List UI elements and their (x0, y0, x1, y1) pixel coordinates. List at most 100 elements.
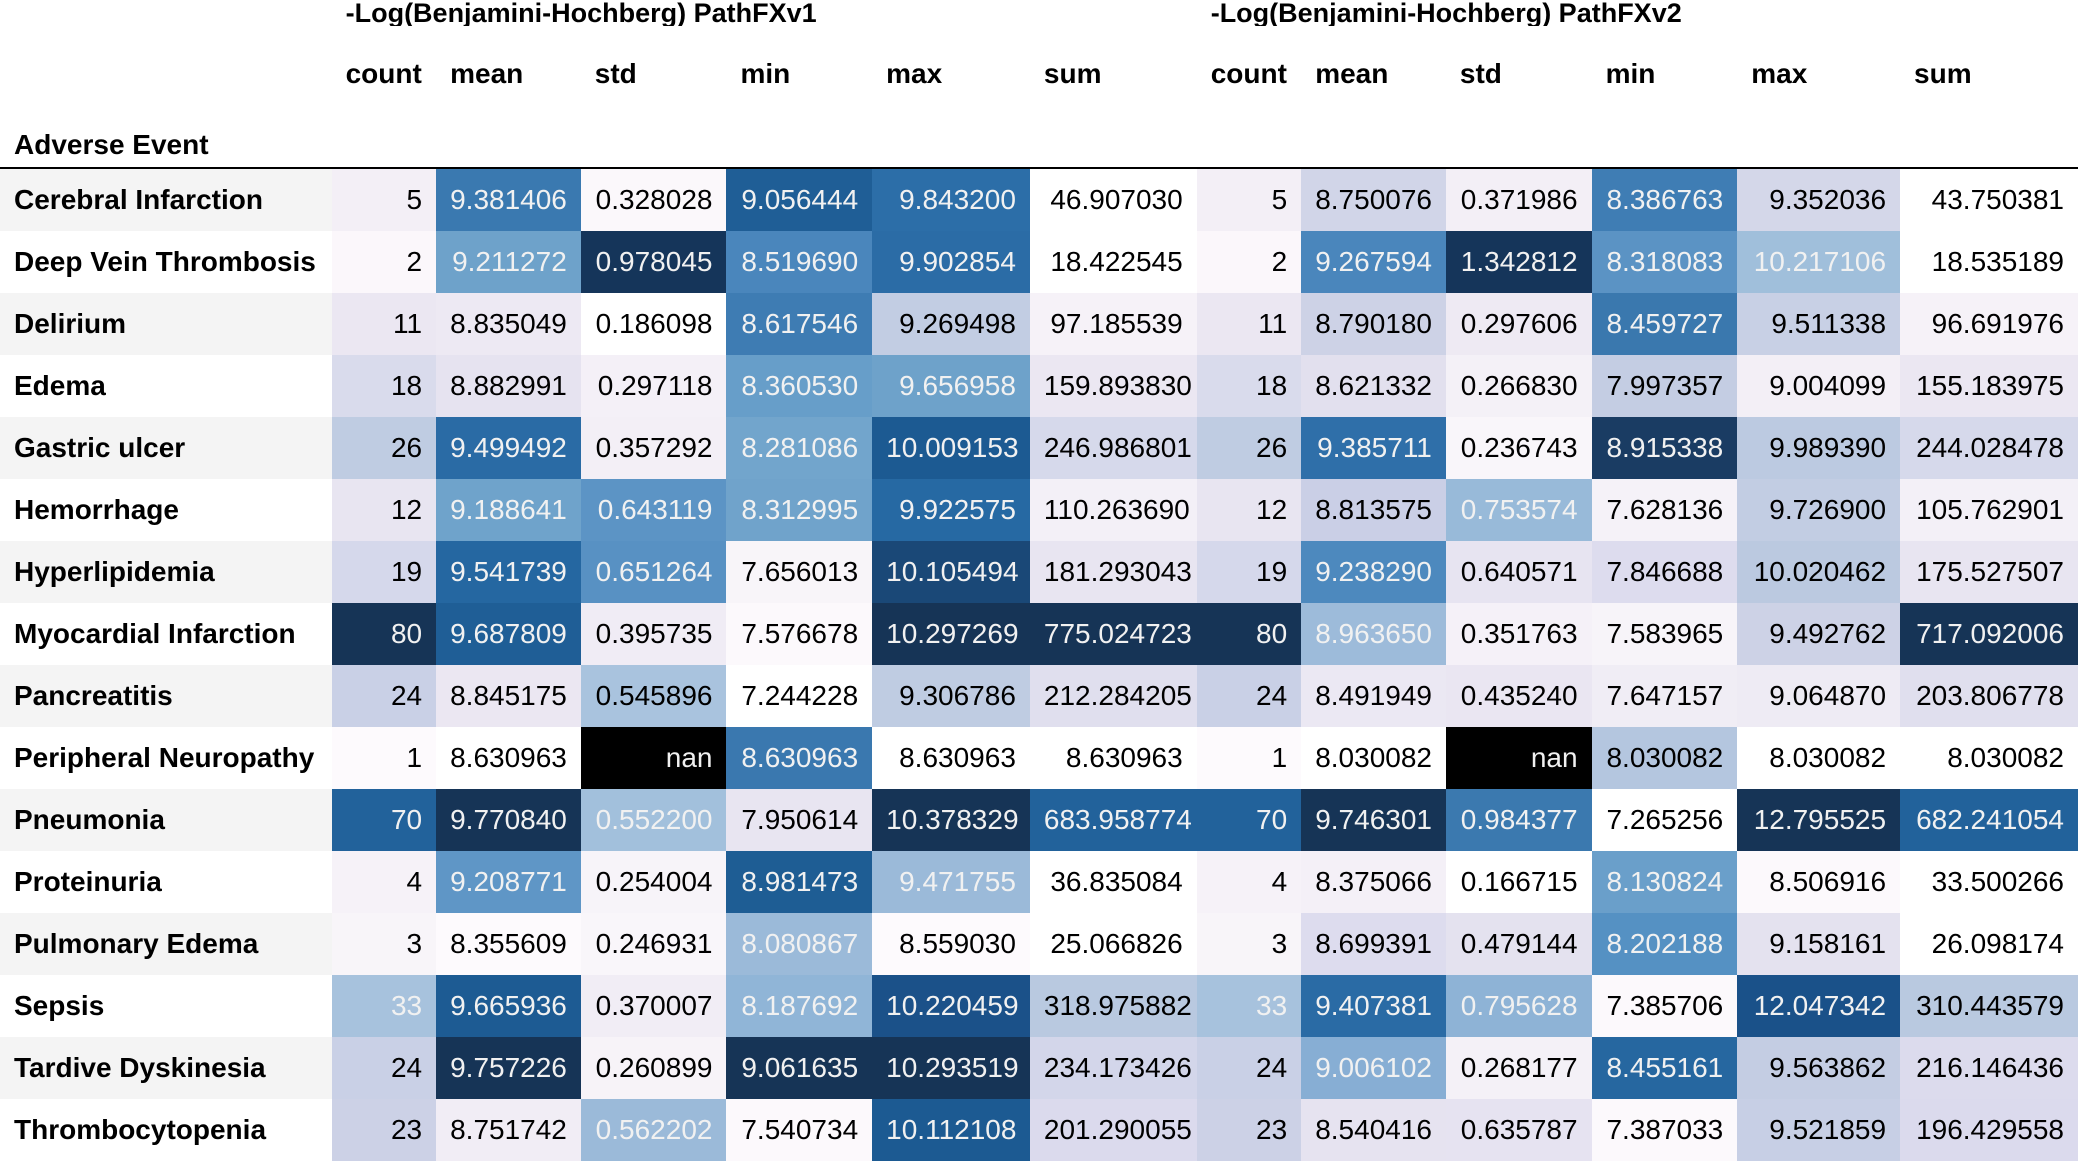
row-label: Thrombocytopenia (0, 1099, 332, 1161)
cell-v2-count: 18 (1196, 355, 1302, 417)
cell-v1-mean: 9.211272 (436, 231, 581, 293)
table-row: Proteinuria 4 9.208771 0.254004 8.981473 9.47… (0, 851, 2078, 913)
table-row: Pancreatitis 24 8.845175 0.545896 7.244228 9.… (0, 665, 2078, 727)
cell-v1-std: 0.186098 (580, 293, 727, 355)
cell-v1-std: 0.562202 (580, 1099, 727, 1161)
cell-v1-mean: 8.630963 (436, 727, 581, 789)
cell-v2-sum: 26.098174 (1900, 913, 2078, 975)
row-label: Tardive Dyskinesia (0, 1037, 332, 1099)
header-spacer (332, 122, 2078, 168)
cell-v1-min: 8.187692 (726, 975, 873, 1037)
row-label: Edema (0, 355, 332, 417)
cell-v1-mean: 9.757226 (436, 1037, 581, 1099)
cell-v2-min: 8.915338 (1591, 417, 1738, 479)
table-row: Cerebral Infarction 5 9.381406 0.328028 9.05… (0, 168, 2078, 231)
cell-v1-sum: 46.907030 (1029, 168, 1197, 231)
row-label: Pancreatitis (0, 665, 332, 727)
cell-v1-sum: 775.024723 (1029, 603, 1197, 665)
cell-v1-std: 0.651264 (580, 541, 727, 603)
cell-v1-max: 10.378329 (872, 789, 1030, 851)
table-row: Hyperlipidemia 19 9.541739 0.651264 7.656013… (0, 541, 2078, 603)
row-label: Hemorrhage (0, 479, 332, 541)
group-header-v2: -Log(Benjamini-Hochberg) PathFXv2 (1210, 0, 1682, 26)
cell-v1-std: 0.246931 (580, 913, 727, 975)
cell-v2-min: 7.846688 (1591, 541, 1738, 603)
cell-v1-count: 26 (331, 417, 437, 479)
cell-v2-sum: 43.750381 (1900, 168, 2078, 231)
cell-v2-count: 5 (1196, 168, 1302, 231)
cell-v2-min: 8.202188 (1591, 913, 1738, 975)
table-row: Deep Vein Thrombosis 2 9.211272 0.978045 8.5… (0, 231, 2078, 293)
cell-v2-count: 2 (1196, 231, 1302, 293)
cell-v2-max: 9.064870 (1737, 665, 1901, 727)
stat-header-v2-min: min (1605, 58, 1656, 89)
stat-header-v1-min: min (740, 58, 791, 89)
cell-v1-sum: 159.893830 (1029, 355, 1197, 417)
cell-v2-mean: 9.407381 (1301, 975, 1446, 1037)
cell-v2-max: 9.352036 (1737, 168, 1901, 231)
cell-v2-std: 0.635787 (1445, 1099, 1592, 1161)
cell-v2-sum: 216.146436 (1900, 1037, 2078, 1099)
cell-v2-mean: 8.375066 (1301, 851, 1446, 913)
cell-v2-count: 70 (1196, 789, 1302, 851)
cell-v1-max: 10.297269 (872, 603, 1030, 665)
cell-v1-mean: 9.381406 (436, 168, 581, 231)
cell-v1-count: 24 (331, 665, 437, 727)
cell-v2-max: 8.506916 (1737, 851, 1901, 913)
cell-v1-mean: 9.770840 (436, 789, 581, 851)
cell-v2-sum: 310.443579 (1900, 975, 2078, 1037)
cell-v2-sum: 196.429558 (1900, 1099, 2078, 1161)
cell-v1-max: 9.306786 (872, 665, 1030, 727)
cell-v2-min: 7.997357 (1591, 355, 1738, 417)
cell-v1-min: 9.061635 (726, 1037, 873, 1099)
cell-v2-mean: 8.963650 (1301, 603, 1446, 665)
index-header: Adverse Event (14, 128, 209, 160)
cell-v2-count: 12 (1196, 479, 1302, 541)
table-body: Cerebral Infarction 5 9.381406 0.328028 9.05… (0, 168, 2078, 1161)
cell-v2-count: 24 (1196, 665, 1302, 727)
row-label: Deep Vein Thrombosis (0, 231, 332, 293)
table-header: -Log(Benjamini-Hochberg) PathFXv1 -Log(B… (0, 0, 2078, 168)
cell-v2-sum: 96.691976 (1900, 293, 2078, 355)
cell-v1-std: 0.370007 (580, 975, 727, 1037)
cell-v2-min: 7.265256 (1591, 789, 1738, 851)
stat-header-v2-count: count (1210, 58, 1287, 89)
cell-v1-count: 4 (331, 851, 437, 913)
cell-v1-sum: 18.422545 (1029, 231, 1197, 293)
cell-v1-max: 8.630963 (872, 727, 1030, 789)
cell-v2-max: 9.726900 (1737, 479, 1901, 541)
cell-v1-mean: 9.687809 (436, 603, 581, 665)
cell-v2-count: 19 (1196, 541, 1302, 603)
cell-v2-count: 1 (1196, 727, 1302, 789)
row-label: Peripheral Neuropathy (0, 727, 332, 789)
cell-v2-count: 26 (1196, 417, 1302, 479)
cell-v2-max: 9.004099 (1737, 355, 1901, 417)
cell-v2-min: 7.385706 (1591, 975, 1738, 1037)
table-row: Gastric ulcer 26 9.499492 0.357292 8.281086 1… (0, 417, 2078, 479)
row-label: Pulmonary Edema (0, 913, 332, 975)
cell-v2-sum: 33.500266 (1900, 851, 2078, 913)
row-label: Pneumonia (0, 789, 332, 851)
cell-v1-min: 8.312995 (726, 479, 873, 541)
cell-v2-count: 11 (1196, 293, 1302, 355)
stat-header-v1-count: count (345, 58, 422, 89)
cell-v1-max: 9.902854 (872, 231, 1030, 293)
cell-v2-std: 0.297606 (1445, 293, 1592, 355)
cell-v2-sum: 155.183975 (1900, 355, 2078, 417)
cell-v2-sum: 682.241054 (1900, 789, 2078, 851)
cell-v2-std: 0.795628 (1445, 975, 1592, 1037)
stat-header-v2-mean: mean (1315, 58, 1389, 89)
cell-v1-mean: 9.541739 (436, 541, 581, 603)
cell-v1-min: 8.630963 (726, 727, 873, 789)
cell-v1-min: 8.981473 (726, 851, 873, 913)
cell-v2-min: 7.583965 (1591, 603, 1738, 665)
table-row: Pneumonia 70 9.770840 0.552200 7.950614 10.37… (0, 789, 2078, 851)
cell-v2-max: 12.795525 (1737, 789, 1901, 851)
cell-v2-max: 9.563862 (1737, 1037, 1901, 1099)
cell-v1-sum: 110.263690 (1029, 479, 1197, 541)
header-spacer (0, 0, 332, 26)
cell-v2-min: 7.647157 (1591, 665, 1738, 727)
cell-v1-sum: 683.958774 (1029, 789, 1197, 851)
cell-v2-mean: 9.385711 (1301, 417, 1446, 479)
